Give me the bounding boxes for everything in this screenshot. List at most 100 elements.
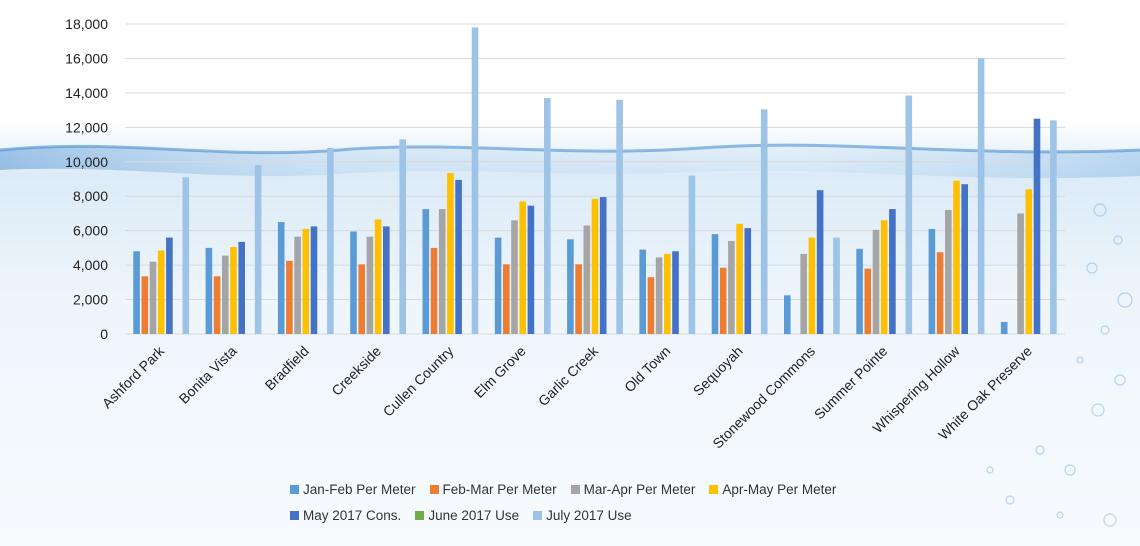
- bar: [544, 98, 551, 334]
- bubble-decoration: [1114, 374, 1126, 386]
- bar: [1033, 118, 1041, 334]
- bar: [527, 205, 535, 334]
- bar: [447, 173, 454, 334]
- bar: [471, 27, 479, 335]
- bar: [961, 184, 968, 334]
- bar: [711, 234, 719, 334]
- bar: [567, 239, 574, 334]
- bar: [1017, 213, 1024, 334]
- legend-label: Jan-Feb Per Meter: [303, 482, 416, 497]
- legend-item: June 2017 Use: [415, 508, 519, 523]
- legend-swatch: [570, 485, 580, 494]
- bar: [672, 251, 679, 334]
- bar: [599, 197, 607, 334]
- bubble-decoration: [1117, 292, 1133, 308]
- bar: [213, 276, 221, 334]
- bar: [230, 247, 237, 334]
- bar: [616, 99, 623, 334]
- bar: [953, 180, 960, 334]
- bar: [294, 236, 301, 334]
- bar: [438, 209, 446, 334]
- bar: [905, 95, 913, 334]
- legend-swatch: [533, 511, 543, 520]
- bubble-decoration: [1086, 262, 1098, 274]
- bar: [350, 231, 357, 334]
- bar: [277, 222, 285, 334]
- bar: [816, 190, 824, 334]
- bar: [1050, 120, 1057, 335]
- bar: [760, 109, 768, 335]
- bar: [430, 247, 438, 334]
- bar: [744, 228, 752, 334]
- bar: [422, 209, 430, 334]
- legend-row: Jan-Feb Per Meter Feb-Mar Per Meter Mar-Ap…: [290, 482, 836, 497]
- bar: [383, 226, 390, 334]
- bubbles-decoration: [986, 203, 1133, 527]
- bar: [327, 148, 334, 334]
- y-tick-label: 0: [100, 326, 108, 342]
- bubble-decoration: [1103, 513, 1117, 527]
- bar: [182, 177, 190, 334]
- legend-swatch: [415, 511, 425, 520]
- bubble-decoration: [1064, 464, 1076, 476]
- bubble-decoration: [1076, 356, 1084, 364]
- legend-swatch: [290, 485, 299, 494]
- bar: [936, 252, 944, 334]
- bar: [511, 220, 518, 334]
- legend-swatch: [429, 485, 439, 494]
- legend-label: Feb-Mar Per Meter: [442, 482, 557, 497]
- y-tick-label: 2,000: [73, 292, 108, 308]
- y-tick-label: 8,000: [73, 188, 108, 204]
- y-tick-label: 6,000: [73, 223, 108, 239]
- legend-label: Apr-May Per Meter: [722, 482, 837, 497]
- legend-item: July 2017 Use: [533, 508, 632, 523]
- bar: [286, 260, 293, 334]
- bar: [583, 225, 591, 334]
- bar: [833, 237, 840, 334]
- bubble-decoration: [1056, 511, 1064, 519]
- bubble-decoration: [1005, 495, 1015, 505]
- bar: [205, 247, 213, 334]
- bar: [374, 219, 382, 334]
- bar: [688, 175, 696, 334]
- bar: [149, 261, 157, 334]
- bar: [889, 209, 896, 334]
- bar: [655, 257, 663, 334]
- bar: [647, 277, 655, 334]
- bar: [141, 276, 149, 334]
- bar: [399, 139, 406, 334]
- bar: [302, 228, 310, 334]
- legend-item: Apr-May Per Meter: [709, 482, 836, 497]
- y-tick-label: 12,000: [65, 119, 108, 135]
- y-tick-label: 4,000: [73, 257, 108, 273]
- bar: [728, 241, 735, 334]
- legend-label: July 2017 Use: [546, 508, 632, 523]
- bubble-decoration: [1091, 403, 1105, 417]
- legend-label: May 2017 Cons.: [303, 508, 402, 523]
- bar: [519, 201, 526, 334]
- y-tick-label: 14,000: [65, 85, 108, 101]
- legend-item: Jan-Feb Per Meter: [290, 482, 416, 497]
- bar: [1025, 189, 1033, 334]
- bar: [808, 237, 816, 334]
- legend-swatch: [709, 485, 719, 494]
- bar: [222, 255, 229, 334]
- bar: [856, 248, 863, 335]
- bar: [1000, 321, 1008, 334]
- bar: [928, 228, 936, 334]
- bar: [310, 226, 318, 334]
- bar: [800, 253, 807, 334]
- bar: [639, 249, 646, 334]
- water-wave-highlight: [0, 143, 1140, 155]
- y-tick-label: 10,000: [65, 154, 108, 170]
- bar: [945, 210, 952, 334]
- bar: [784, 295, 791, 335]
- bubble-decoration: [1100, 325, 1110, 335]
- legend-item: Mar-Apr Per Meter: [570, 482, 695, 497]
- bar: [157, 250, 165, 334]
- legend-swatch: [290, 511, 299, 520]
- bar: [719, 267, 727, 334]
- bubble-decoration: [1113, 235, 1123, 245]
- bar: [880, 220, 888, 334]
- bar: [254, 165, 262, 334]
